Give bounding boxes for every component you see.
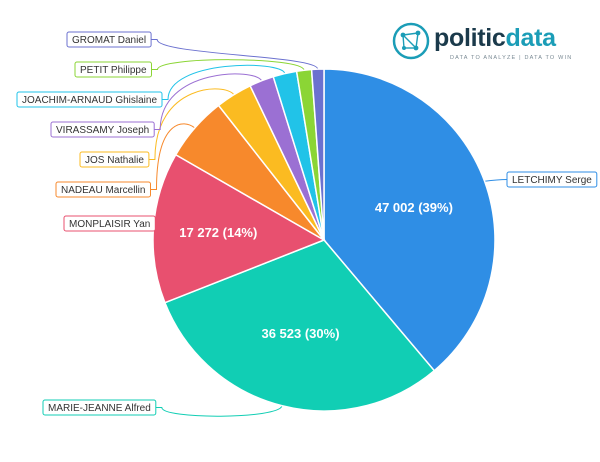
callout-label-petit-philippe: PETIT Philippe	[80, 65, 147, 76]
callout-line-letchimy-serge	[484, 179, 508, 182]
callout-label-monplaisir-yan: MONPLAISIR Yan	[69, 219, 150, 230]
logo-tagline: DATA TO ANALYZE | DATA TO WIN	[450, 55, 573, 61]
callout-box-joachim-arnaud-ghislaine	[16, 91, 163, 108]
pie-slice-letchimy-serge[interactable]	[323, 68, 496, 372]
callout-label-gromat-daniel: GROMAT Daniel	[72, 35, 146, 46]
callout-box-virassamy-joseph	[50, 121, 155, 138]
logo-wordmark: politicdata	[434, 24, 556, 53]
callout-box-monplaisir-yan	[63, 215, 156, 232]
callout-box-petit-philippe	[74, 61, 152, 78]
pie-slice-gromat-daniel[interactable]	[310, 68, 325, 241]
callout-line-petit-philippe	[151, 59, 305, 71]
politicdata-logo: politicdata DATA TO ANALYZE | DATA TO WI…	[392, 22, 582, 66]
callout-box-nadeau-marcellin	[55, 181, 151, 198]
data-label-marie-jeanne-alfred: 36 523 (30%)	[261, 326, 339, 341]
logo-name-part1: politic	[434, 24, 506, 52]
pie-slice-marie-jeanne-alfred[interactable]	[163, 239, 436, 412]
callout-label-letchimy-serge: LETCHIMY Serge	[512, 175, 592, 186]
data-label-monplaisir-yan: 17 272 (14%)	[179, 225, 257, 240]
callout-box-letchimy-serge	[506, 171, 598, 188]
callout-line-nadeau-marcellin	[150, 123, 196, 190]
callout-label-joachim-arnaud-ghislaine: JOACHIM-ARNAUD Ghislaine	[22, 95, 157, 106]
callout-line-jos-nathalie	[148, 88, 235, 160]
callout-box-jos-nathalie	[79, 151, 150, 168]
data-label-letchimy-serge: 47 002 (39%)	[375, 200, 453, 215]
callout-line-marie-jeanne-alfred	[155, 405, 283, 417]
callout-box-gromat-daniel	[66, 31, 152, 48]
network-globe-icon	[392, 22, 430, 60]
callout-label-jos-nathalie: JOS Nathalie	[85, 155, 144, 166]
callout-line-joachim-arnaud-ghislaine	[162, 64, 286, 100]
callout-line-gromat-daniel	[151, 39, 319, 70]
callout-box-marie-jeanne-alfred	[42, 399, 157, 416]
callout-label-nadeau-marcellin: NADEAU Marcellin	[61, 185, 145, 196]
callout-label-marie-jeanne-alfred: MARIE-JEANNE Alfred	[48, 403, 151, 414]
callout-label-virassamy-joseph: VIRASSAMY Joseph	[56, 125, 149, 136]
logo-name-part2: data	[505, 24, 557, 52]
callout-line-virassamy-joseph	[154, 73, 262, 130]
